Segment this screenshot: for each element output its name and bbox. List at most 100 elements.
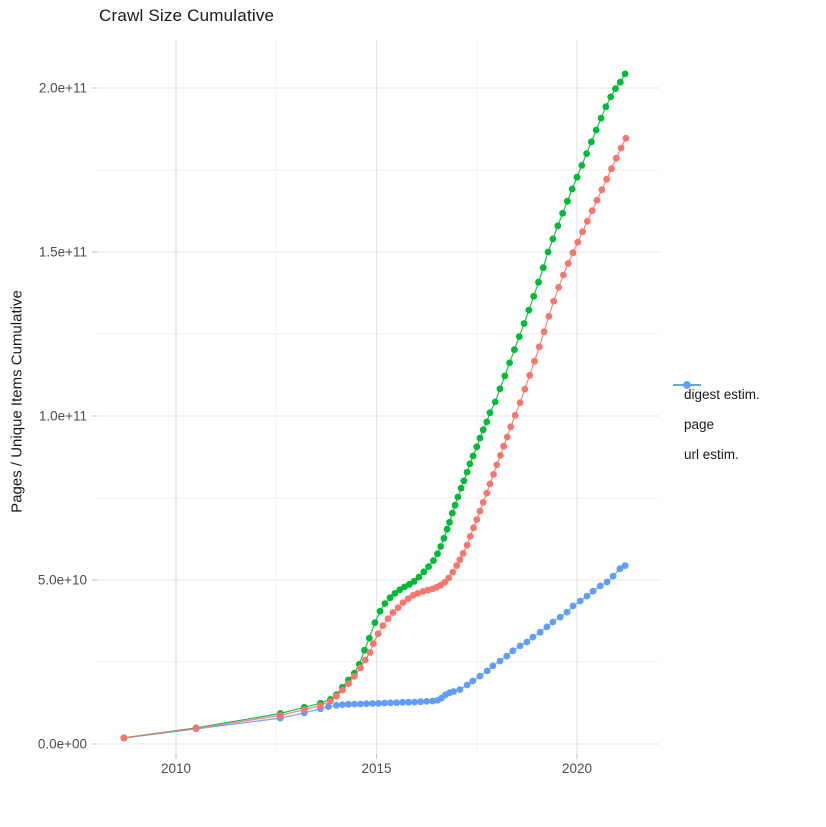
data-point-page	[457, 484, 465, 492]
data-point-url	[405, 698, 412, 706]
data-point-page	[515, 333, 523, 340]
data-point-page	[544, 248, 552, 256]
data-point-digest	[493, 461, 501, 469]
data-point-page	[564, 197, 571, 205]
data-point-digest	[379, 622, 387, 629]
series-line-url	[123, 565, 626, 739]
data-point-url	[325, 703, 332, 710]
data-point-digest	[564, 260, 572, 267]
data-point-digest	[584, 217, 591, 225]
data-point-digest	[507, 423, 515, 431]
data-point-page	[463, 468, 471, 476]
data-point-url	[381, 699, 388, 707]
data-point-page	[578, 162, 586, 169]
data-point-page	[520, 320, 528, 327]
data-point-page	[583, 150, 590, 158]
data-point-page	[361, 646, 368, 654]
data-point-digest	[521, 385, 529, 393]
data-point-page	[420, 568, 428, 576]
data-point-digest	[459, 550, 467, 557]
data-point-page	[443, 525, 451, 533]
data-point-page	[568, 185, 576, 193]
data-point-digest	[545, 312, 553, 320]
data-point-page	[539, 264, 547, 272]
data-point-digest	[603, 175, 611, 183]
data-point-page	[440, 534, 448, 542]
data-point-page	[525, 306, 533, 314]
legend: digest estim. page url estim.	[672, 379, 760, 469]
data-point-url	[476, 672, 484, 680]
data-point-digest	[569, 249, 577, 257]
data-point-page	[483, 418, 491, 426]
y-tick-label: 2.0e+11	[39, 81, 87, 96]
data-point-url	[483, 667, 491, 675]
y-tick-label: 1.0e+11	[39, 409, 87, 424]
data-point-digest	[317, 702, 324, 709]
data-point-digest	[449, 568, 457, 576]
data-point-digest	[617, 144, 625, 152]
data-point-url	[549, 618, 557, 626]
data-point-url	[387, 699, 394, 707]
legend-key-url	[673, 381, 701, 389]
data-point-digest	[300, 706, 308, 713]
data-point-url	[609, 572, 617, 580]
data-point-url	[616, 565, 624, 573]
data-point-digest	[555, 284, 562, 291]
data-point-page	[430, 557, 437, 564]
data-point-url	[339, 701, 346, 708]
legend-key-dot	[683, 381, 691, 389]
y-tick-label: 5.0e+10	[38, 573, 87, 588]
data-point-digest	[192, 724, 200, 732]
data-point-page	[612, 85, 619, 93]
data-point-url	[569, 602, 577, 610]
data-point-digest	[374, 630, 382, 638]
data-point-url	[536, 628, 544, 636]
data-point-url	[363, 700, 370, 708]
data-point-digest	[535, 343, 543, 351]
data-point-digest	[588, 207, 596, 215]
data-point-page	[425, 563, 432, 570]
y-tick-label: 0.0e+00	[38, 737, 87, 752]
data-point-url	[333, 701, 340, 709]
data-point-digest	[394, 604, 402, 611]
data-point-url	[489, 662, 497, 670]
x-tick-label: 2020	[562, 761, 592, 776]
data-point-url	[369, 700, 376, 707]
data-point-page	[559, 209, 566, 217]
data-point-digest	[490, 471, 497, 478]
data-point-page	[391, 590, 399, 597]
data-point-page	[437, 543, 445, 550]
data-point-page	[511, 346, 518, 354]
data-point-page	[588, 138, 595, 146]
data-point-page	[501, 372, 509, 380]
data-point-url	[469, 677, 477, 685]
data-point-digest	[404, 595, 412, 603]
data-point-page	[381, 600, 389, 607]
data-point-page	[597, 114, 605, 122]
data-point-digest	[503, 433, 511, 441]
legend-item-url: url estim.	[672, 381, 760, 469]
data-point-page	[530, 292, 538, 300]
data-point-digest	[414, 590, 422, 597]
data-point-page	[410, 577, 418, 585]
data-point-digest	[608, 165, 615, 173]
data-point-url	[463, 681, 471, 689]
legend-label: digest estim.	[684, 386, 760, 402]
data-point-digest	[593, 196, 601, 204]
data-point-digest	[560, 271, 567, 279]
data-point-digest	[357, 664, 364, 672]
data-point-digest	[511, 411, 519, 419]
data-point-digest	[574, 238, 582, 246]
data-point-page	[415, 573, 423, 581]
data-point-page	[451, 501, 459, 509]
data-point-page	[469, 452, 477, 460]
data-point-digest	[369, 640, 377, 647]
data-point-url	[417, 698, 424, 706]
data-point-page	[479, 426, 487, 434]
data-point-digest	[540, 328, 548, 336]
data-point-page	[466, 460, 474, 468]
x-tick-label: 2010	[161, 761, 191, 776]
data-point-url	[496, 657, 504, 665]
data-point-page	[446, 518, 453, 526]
data-point-url	[375, 699, 382, 707]
